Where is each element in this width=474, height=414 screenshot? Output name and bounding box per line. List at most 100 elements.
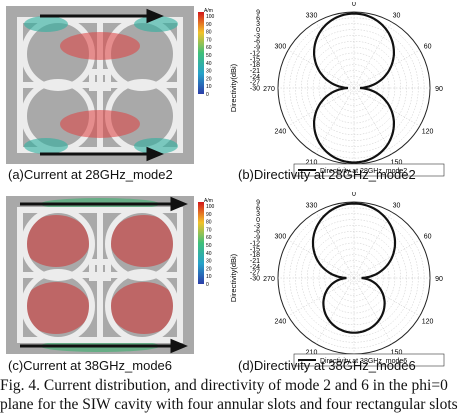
colorbar-tick-label: 20 — [206, 76, 212, 82]
polar-angle-label: 120 — [422, 129, 434, 136]
polar-angle-label: 60 — [424, 234, 432, 241]
colorbar-tick-label: 50 — [206, 243, 212, 249]
legend-label: Directivity at 28GHz_mode2 — [320, 168, 407, 175]
polar-panel-38ghz: 03060901201501802102402703003309630-3-6-… — [226, 191, 470, 370]
polar-radial-label: -3 — [254, 223, 260, 230]
polar-ylabel: Directivity(dBi) — [229, 253, 238, 302]
polar-ring — [330, 64, 378, 112]
polar-radial-label: -27 — [250, 80, 260, 87]
colorbar-tick-label: 50 — [206, 53, 212, 59]
polar-radial-label: -18 — [250, 62, 260, 69]
polar-radial-label: 9 — [256, 10, 260, 17]
polar-radial-label: -12 — [250, 50, 260, 57]
polar-angle-label: 270 — [263, 276, 275, 283]
current-panel-38ghz: A/m 100 90 80 70 60 50 40 30 20 10 0 — [6, 196, 216, 354]
polar-spoke — [353, 87, 393, 154]
colorbar-unit: A/m — [204, 8, 213, 14]
colorbar-tick-label: 90 — [206, 22, 212, 28]
polar-ring — [318, 242, 390, 314]
directivity-curve — [311, 202, 397, 334]
polar-spoke — [288, 49, 355, 89]
colorbar-tick-label: 10 — [206, 274, 212, 280]
polar-angle-label: 120 — [422, 319, 434, 326]
polar-angle-label: 150 — [391, 160, 403, 167]
polar-spoke — [353, 277, 420, 317]
polar-radial-label: -6 — [254, 229, 260, 236]
polar-spoke — [288, 277, 355, 317]
polar-radial-label: 3 — [256, 211, 260, 218]
polar-radial-label: -24 — [250, 74, 260, 81]
polar-ring — [324, 58, 384, 118]
polar-ring — [312, 46, 396, 130]
polar-angle-label: 240 — [275, 129, 287, 136]
caption-d: (d)Directivity at 38GHz_mode6 — [238, 358, 416, 373]
colorbar-tick-label: 100 — [206, 204, 215, 210]
polar-radial-label: 3 — [256, 21, 260, 28]
polar-radial-label: -18 — [250, 252, 260, 259]
polar-ring — [324, 248, 384, 308]
polar-ylabel: Directivity(dBi) — [229, 63, 238, 112]
colorbar-tick-label: 80 — [206, 30, 212, 36]
polar-radial-label: -9 — [254, 235, 260, 242]
polar-angle-label: 90 — [435, 86, 443, 93]
figure-caption-line2: plane for the SIW cavity with four annul… — [0, 396, 458, 413]
polar-radial-label: 9 — [256, 200, 260, 207]
caption-b: (b)Directivity at 28GHz_mode2 — [238, 167, 416, 182]
legend-label: Directivity at 38GHz_mode6 — [320, 358, 407, 365]
colorbar-tick-label: 80 — [206, 220, 212, 226]
polar-plot-38ghz: 03060901201501802102402703003309630-3-6-… — [229, 191, 445, 368]
polar-angle-label: 60 — [424, 44, 432, 51]
current-direction-arrows — [40, 8, 164, 162]
colorbar-tick-label: 60 — [206, 45, 212, 51]
polar-radial-label: 6 — [256, 205, 260, 212]
polar-panel-28ghz: 03060901201501802102402703003309630-3-6-… — [226, 1, 470, 180]
polar-angle-label: 330 — [306, 12, 318, 19]
current-panel-28ghz: A/m 100 90 80 70 60 50 40 30 20 10 0 — [6, 6, 216, 164]
polar-radial-label: -15 — [250, 246, 260, 253]
colorbar — [198, 202, 204, 284]
polar-ring — [306, 230, 402, 326]
polar-angle-label: 30 — [393, 202, 401, 209]
polar-ring — [347, 271, 361, 285]
polar-spoke — [353, 49, 420, 89]
polar-angle-label: 210 — [306, 350, 318, 357]
polar-ring — [336, 70, 372, 106]
polar-ring — [330, 254, 378, 302]
polar-spoke — [315, 212, 355, 279]
polar-spoke — [353, 212, 393, 279]
polar-angle-label: 30 — [393, 12, 401, 19]
current-direction-arrows — [20, 196, 188, 354]
colorbar-tick-label: 70 — [206, 227, 212, 233]
polar-radial-label: -21 — [250, 68, 260, 75]
colorbar-tick-label: 30 — [206, 69, 212, 75]
colorbar-tick-label: 30 — [206, 259, 212, 265]
polar-spoke — [353, 87, 420, 127]
colorbar-tick-label: 20 — [206, 266, 212, 272]
polar-angle-label: 0 — [352, 192, 356, 198]
caption-a: (a)Current at 28GHz_mode2 — [8, 167, 173, 182]
figure-caption-line1: Fig. 4. Current distribution, and direct… — [0, 377, 448, 394]
polar-radial-label: -30 — [250, 276, 260, 283]
colorbar-tick-label: 100 — [206, 14, 215, 20]
polar-radial-label: -9 — [254, 45, 260, 52]
polar-radial-label: 6 — [256, 15, 260, 22]
directivity-curve — [313, 12, 395, 164]
polar-radial-label: 0 — [256, 217, 260, 224]
polar-radial-label: -3 — [254, 33, 260, 40]
polar-angle-label: 150 — [391, 350, 403, 357]
polar-angle-label: 330 — [306, 202, 318, 209]
polar-radial-label: -21 — [250, 258, 260, 265]
colorbar-tick-label: 40 — [206, 251, 212, 257]
polar-angle-label: 0 — [352, 2, 356, 8]
polar-radial-label: -30 — [250, 86, 260, 93]
polar-spoke — [353, 239, 420, 279]
polar-legend: Directivity at 28GHz_mode2 — [293, 163, 445, 177]
caption-c: (c)Current at 38GHz_mode6 — [8, 358, 173, 373]
polar-spoke — [353, 22, 393, 89]
polar-spoke — [315, 277, 355, 344]
polar-angle-label: 210 — [306, 160, 318, 167]
